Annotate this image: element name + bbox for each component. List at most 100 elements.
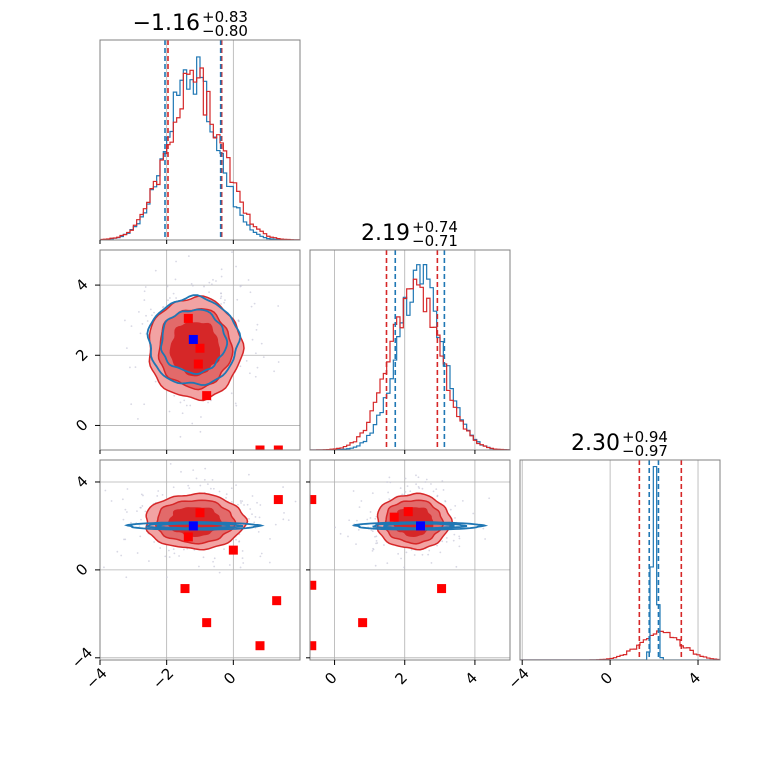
sample-dot [241, 550, 244, 552]
sample-dot [389, 481, 392, 484]
sample-dot [142, 494, 144, 497]
sample-dot [413, 554, 416, 556]
sample-dot [421, 487, 424, 490]
sample-dot [245, 359, 248, 362]
sample-dot [165, 576, 168, 579]
sample-dot [148, 560, 150, 562]
sample-dot [430, 562, 433, 564]
sample-dot [179, 401, 182, 404]
sample-dot [181, 412, 184, 415]
hist-blue-1 [310, 263, 510, 450]
sample-dot [149, 308, 152, 311]
sample-dot [237, 503, 239, 506]
sample-dot [215, 280, 217, 282]
contour-blue-outer [124, 521, 265, 531]
sample-dot [235, 484, 237, 486]
sample-dot [174, 278, 177, 281]
sample-dot [84, 540, 86, 542]
sample-dot [282, 486, 284, 488]
sample-dot [435, 488, 438, 490]
red-marker-red_2d_p2_vs_p1-6 [310, 641, 317, 651]
sample-dot [188, 487, 191, 490]
sample-dot [421, 553, 424, 556]
contour-blue-outer [351, 521, 489, 531]
sample-dot [417, 476, 420, 479]
sample-dot [130, 521, 132, 524]
truth-marker-red_2d_p1_vs_p0 [188, 334, 198, 344]
red-marker-red_2d_p2_vs_p0-7 [255, 641, 265, 651]
sample-dot [123, 538, 125, 541]
sample-dot [230, 500, 233, 503]
red-marker-red_2d_p2_vs_p1-3 [310, 580, 317, 590]
y-tick-label-1-2: 4 [72, 275, 91, 294]
sample-dot [195, 477, 198, 480]
sample-dot [219, 297, 222, 300]
sample-dot [139, 506, 142, 509]
sample-dot [436, 494, 439, 497]
sample-dot [235, 538, 237, 541]
red-marker-red_2d_p1_vs_p0-2 [193, 359, 203, 369]
sample-dot [116, 550, 119, 553]
sample-dot [441, 480, 444, 482]
contour-blue-core [156, 522, 231, 530]
sample-dot [239, 365, 242, 368]
sample-dot [256, 366, 259, 369]
sample-dot [283, 512, 285, 514]
sample-dot [374, 535, 376, 538]
sample-dot [224, 299, 226, 302]
title-param-0-lower: −0.80 [202, 22, 248, 40]
sample-dot [455, 565, 458, 568]
sample-dot [198, 565, 200, 568]
sample-dot [145, 314, 147, 317]
sample-dot [143, 290, 146, 293]
y-tick-label-2-0: −4 [68, 644, 96, 672]
sample-dot [246, 503, 249, 506]
sample-dot [444, 500, 447, 502]
sample-dot [482, 527, 485, 530]
hist-red-2 [520, 630, 720, 660]
sample-dot [90, 410, 92, 412]
sample-dot [449, 508, 452, 511]
sample-dot [366, 518, 369, 521]
sample-dot [159, 547, 162, 549]
sample-dot [461, 499, 464, 502]
sample-dot [262, 356, 265, 359]
sample-dot [192, 469, 195, 472]
sample-dot [348, 519, 351, 522]
sample-dot [154, 380, 157, 383]
sample-dot [401, 493, 404, 496]
sample-dot [400, 557, 402, 560]
sample-dot [200, 416, 202, 418]
sample-dot [228, 564, 231, 566]
sample-dot [103, 566, 105, 569]
sample-dot [172, 486, 175, 489]
sample-dot [358, 506, 361, 509]
sample-dot [136, 510, 138, 513]
sample-dot [404, 491, 407, 493]
sample-dot [360, 500, 363, 502]
sample-dot [427, 553, 430, 556]
sample-dot [223, 548, 225, 551]
sample-dot [239, 566, 242, 569]
sample-dot [129, 366, 131, 369]
sample-dot [454, 517, 456, 519]
sample-dot [386, 481, 389, 483]
hist-red-0 [100, 67, 300, 240]
sample-dot [213, 565, 216, 568]
sample-dot [432, 490, 435, 493]
title-param-2-lower: −0.97 [622, 442, 668, 460]
sample-dot [241, 557, 244, 560]
y-tick-label-2-1: 0 [72, 560, 91, 579]
sample-dot [352, 490, 355, 492]
sample-dot [404, 477, 407, 480]
sample-dot [140, 518, 142, 521]
red-marker-red_2d_p2_vs_p1-1 [389, 512, 399, 522]
sample-dot [387, 491, 390, 494]
sample-dot [212, 278, 214, 281]
sample-dot [415, 483, 417, 486]
sample-dot [179, 435, 182, 438]
sample-dot [251, 513, 253, 516]
sample-dot [220, 303, 223, 305]
density-panel-1-0 [90, 250, 300, 450]
